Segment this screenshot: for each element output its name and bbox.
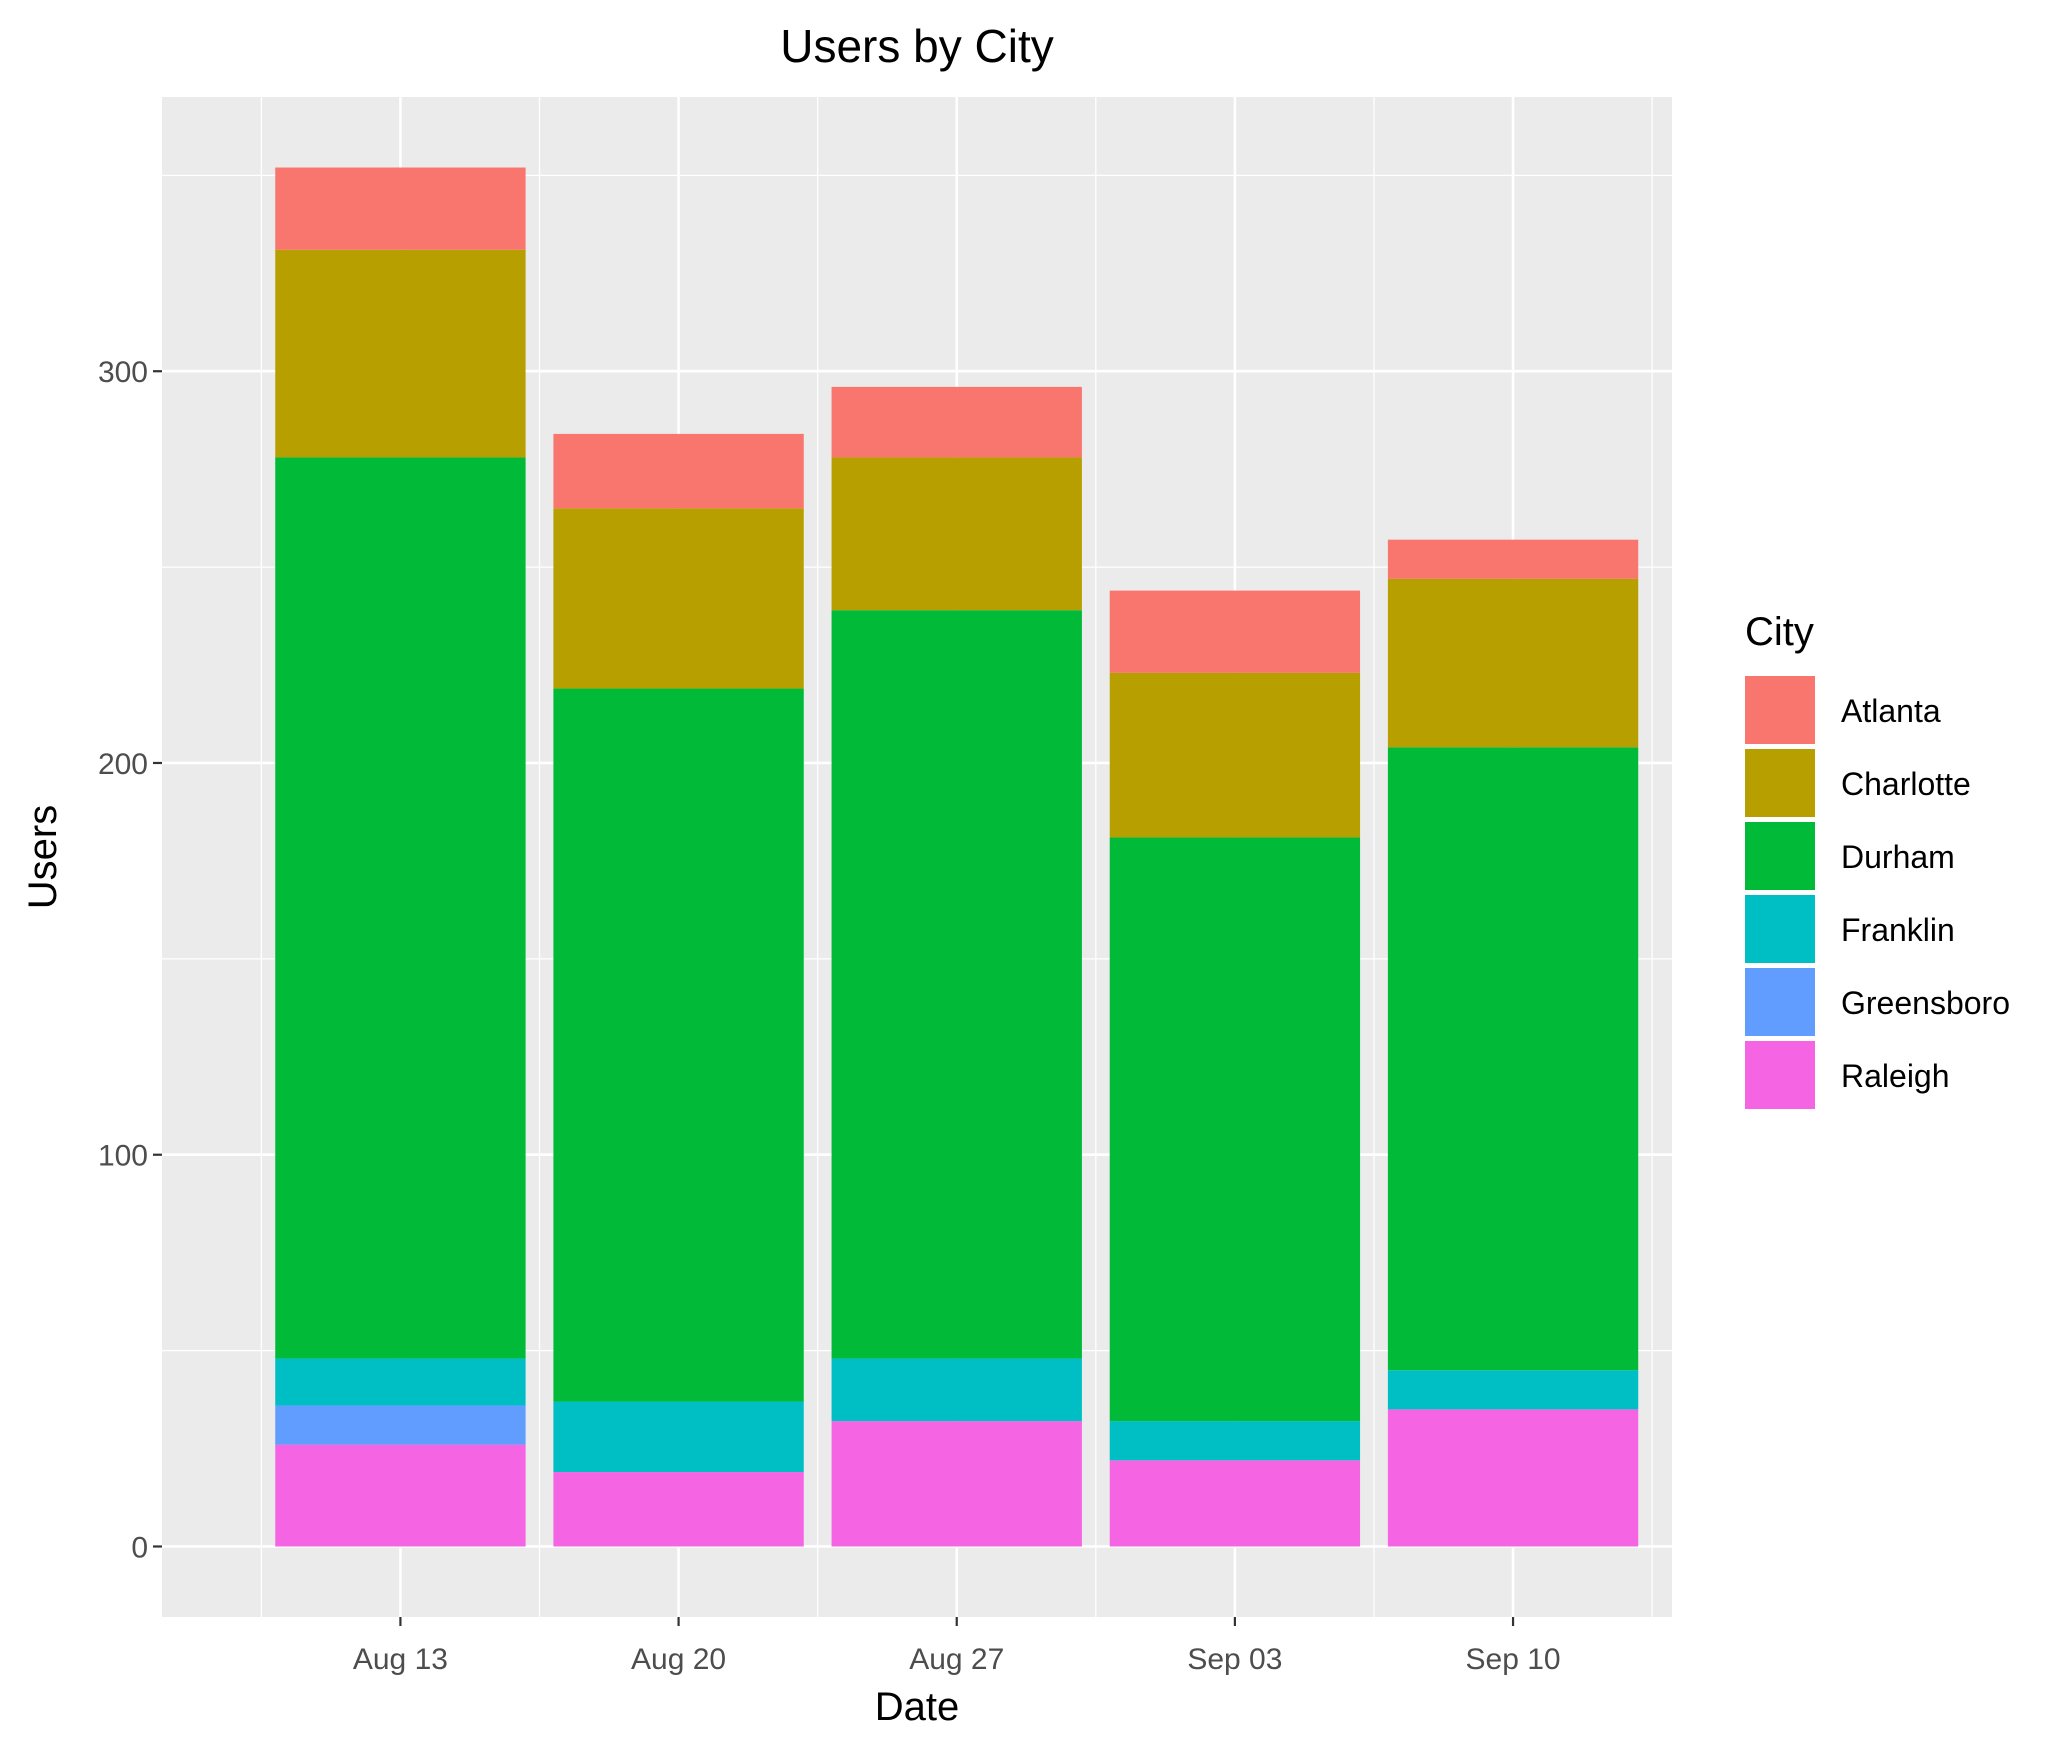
legend-key-durham <box>1745 822 1815 890</box>
bar-segment-charlotte <box>831 457 1082 611</box>
legend-key-charlotte <box>1745 749 1815 817</box>
legend-title: City <box>1745 610 1814 654</box>
bar-segment-atlanta <box>1109 590 1361 673</box>
legend-label-atlanta: Atlanta <box>1841 693 1941 729</box>
chart-title: Users by City <box>780 20 1053 72</box>
legend-label-charlotte: Charlotte <box>1841 766 1971 802</box>
bar-segment-franklin <box>1109 1421 1361 1461</box>
bar-segment-atlanta <box>831 386 1082 458</box>
y-tick-label: 200 <box>98 748 148 781</box>
bar-segment-charlotte <box>553 508 804 689</box>
bar-segment-atlanta <box>275 167 526 250</box>
y-tick-label: 0 <box>131 1531 148 1564</box>
bar-segment-raleigh <box>831 1421 1082 1547</box>
legend-label-durham: Durham <box>1841 839 1955 875</box>
bar-segment-raleigh <box>1387 1409 1639 1547</box>
x-axis: Aug 13 Aug 20 Aug 27 Sep 03 Sep 10 <box>353 1617 1561 1676</box>
x-tick-label: Aug 13 <box>353 1643 448 1676</box>
bar-segment-durham <box>1109 837 1361 1422</box>
legend-key-greensboro <box>1745 968 1815 1036</box>
bar-segment-atlanta <box>1387 539 1639 579</box>
bar-segment-raleigh <box>275 1444 526 1547</box>
bar-segment-durham <box>275 457 526 1359</box>
x-tick-label: Sep 03 <box>1187 1643 1282 1676</box>
bar-segment-charlotte <box>1109 672 1361 838</box>
bar-segment-durham <box>553 688 804 1402</box>
x-tick-label: Aug 20 <box>631 1643 726 1676</box>
legend-key-atlanta <box>1745 676 1815 744</box>
bar-segment-franklin <box>553 1401 804 1473</box>
bar-segment-charlotte <box>1387 578 1639 748</box>
legend-label-greensboro: Greensboro <box>1841 985 2010 1021</box>
x-tick-label: Sep 10 <box>1466 1643 1561 1676</box>
x-tick-label: Aug 27 <box>909 1643 1004 1676</box>
bar-segment-franklin <box>831 1358 1082 1422</box>
y-axis-title: Users <box>21 805 65 909</box>
legend-label-franklin: Franklin <box>1841 912 1955 948</box>
bar-segment-durham <box>831 610 1082 1359</box>
x-axis-title: Date <box>875 1685 960 1729</box>
y-tick-label: 300 <box>98 356 148 389</box>
bar-segment-franklin <box>1387 1370 1639 1410</box>
legend-key-franklin <box>1745 895 1815 963</box>
bar-segment-raleigh <box>553 1472 804 1547</box>
legend: City Atlanta Charlotte Durham Franklin Green… <box>1745 610 2010 1109</box>
bar-segment-franklin <box>275 1358 526 1406</box>
bar-segment-durham <box>1387 747 1639 1371</box>
legend-key-raleigh <box>1745 1041 1815 1109</box>
bar-segment-charlotte <box>275 249 526 458</box>
bars <box>275 167 1639 1547</box>
bar-segment-raleigh <box>1109 1460 1361 1547</box>
legend-label-raleigh: Raleigh <box>1841 1058 1950 1094</box>
bar-segment-greensboro <box>275 1405 526 1445</box>
y-axis: 0 100 200 300 <box>98 356 162 1564</box>
bar-segment-atlanta <box>553 433 804 509</box>
y-tick-label: 100 <box>98 1140 148 1173</box>
